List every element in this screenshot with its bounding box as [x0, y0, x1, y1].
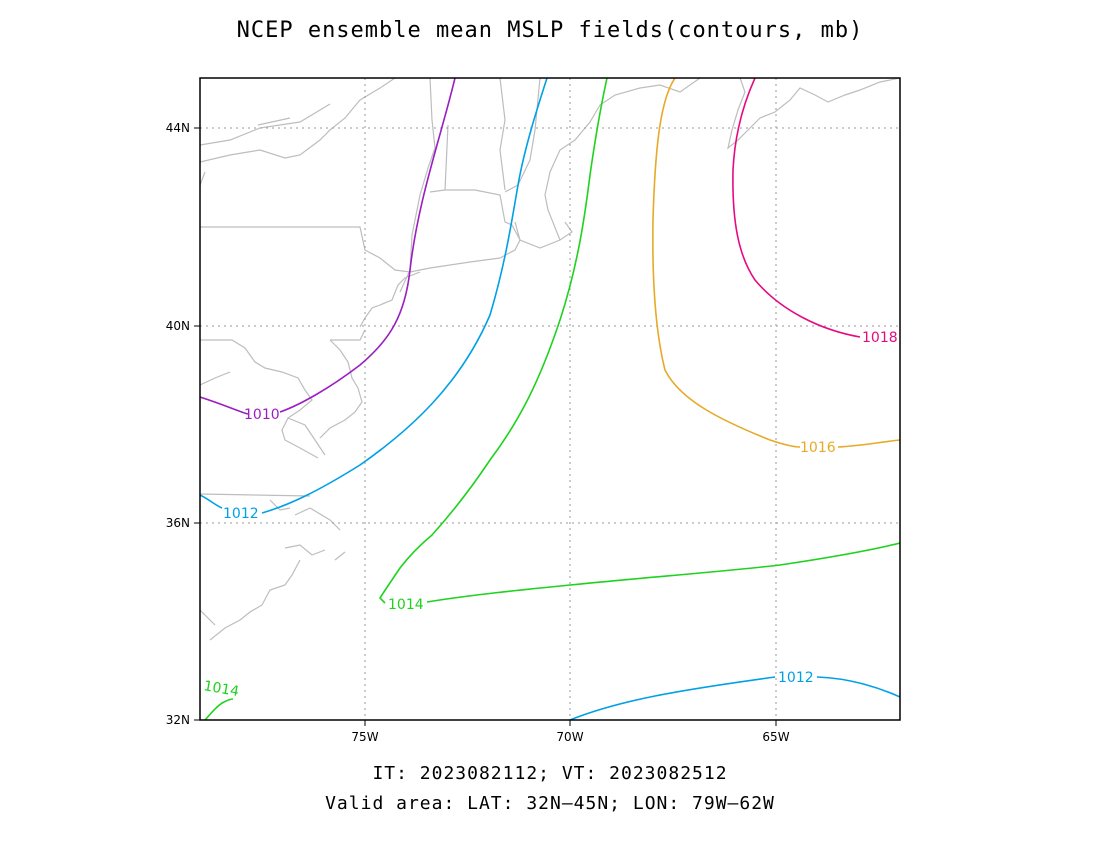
isobar-1012-south — [569, 676, 900, 720]
valid-area-info: Valid area: LAT: 32N–45N; LON: 79W–62W — [325, 793, 775, 814]
contour-labels: 1010 1012 1012 1014 1014 1016 1018 — [202, 330, 897, 700]
state-borders — [200, 78, 701, 273]
atlantic-canada-coast — [727, 78, 900, 150]
lat-tick-label: 40N — [166, 319, 190, 333]
isobar-1014-main — [378, 78, 900, 604]
contour-label-1010: 1010 — [244, 407, 280, 423]
coastline-layer — [200, 78, 900, 641]
isobar-1014-southwest — [204, 698, 234, 720]
isobar-1016 — [652, 78, 900, 448]
lon-tick-label: 75W — [351, 730, 378, 744]
axis-ticks — [194, 127, 777, 726]
map-frame — [199, 77, 901, 721]
lat-tick-label: 36N — [166, 516, 190, 530]
isobar-1012-north — [200, 78, 548, 514]
contour-label-1016: 1016 — [800, 440, 836, 456]
contour-label-1014-main: 1014 — [388, 597, 424, 613]
isobar-1010 — [200, 78, 456, 415]
contour-label-1012-west: 1012 — [223, 506, 259, 522]
mid-atlantic-coast — [200, 271, 421, 641]
chart-title: NCEP ensemble mean MSLP fields(contours,… — [236, 18, 864, 43]
lon-tick-label: 70W — [556, 730, 583, 744]
lat-tick-label: 32N — [166, 713, 190, 727]
contour-layer — [200, 78, 900, 720]
time-info: IT: 2023082112; VT: 2023082512 — [372, 763, 728, 784]
contour-label-1012-south: 1012 — [778, 670, 814, 686]
contour-label-1014-southwest: 1014 — [202, 678, 240, 700]
lat-tick-label: 44N — [166, 121, 190, 135]
isobar-1018 — [732, 78, 861, 338]
axis-tick-labels: 32N 36N 40N 44N 75W 70W 65W — [166, 121, 790, 744]
contour-label-1018: 1018 — [862, 330, 898, 346]
graticule — [200, 78, 900, 720]
lon-tick-label: 65W — [762, 730, 789, 744]
coastline — [200, 78, 436, 293]
